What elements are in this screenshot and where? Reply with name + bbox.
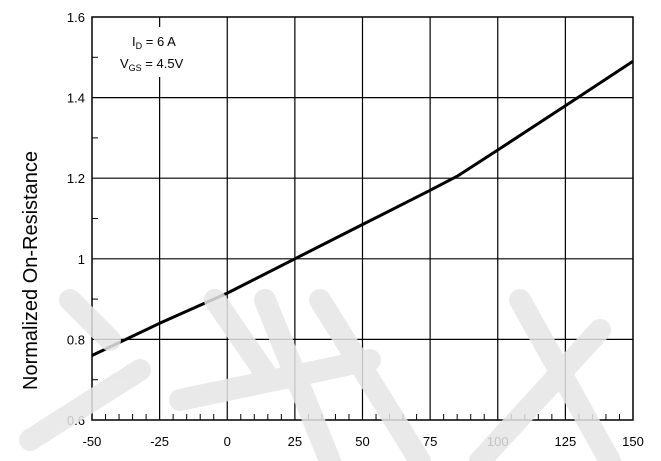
y-axis-label: Normalized On-Resistance	[20, 151, 42, 390]
x-tick-label: -25	[150, 434, 169, 449]
x-tick-labels: -50 -25 0 25 50 75 100 125 150	[83, 434, 644, 449]
x-tick-label: 50	[355, 434, 369, 449]
x-tick-label: 0	[224, 434, 231, 449]
x-tick-label: 100	[487, 434, 509, 449]
x-tick-label: 125	[555, 434, 577, 449]
x-tick-label: 25	[288, 434, 302, 449]
y-tick-label: 0.8	[67, 332, 85, 347]
x-tick-label: 150	[622, 434, 644, 449]
series-layer	[91, 60, 634, 357]
y-tick-label: 1.2	[67, 171, 85, 186]
annotation-current: ID = 6 A	[132, 34, 176, 51]
x-tick-label: -50	[83, 434, 102, 449]
y-tick-label: 1.4	[67, 91, 85, 106]
y-tick-label: 1	[78, 252, 85, 267]
y-tick-labels: 0.6 0.8 1 1.2 1.4 1.6	[67, 10, 85, 428]
y-tick-label: 1.6	[67, 10, 85, 25]
annotation-box: ID = 6 A VGS = 4.5V	[112, 27, 222, 77]
grid	[92, 17, 633, 420]
y-tick-label: 0.6	[67, 413, 85, 428]
annotation-gate-voltage: VGS = 4.5V	[120, 56, 184, 73]
minor-ticks	[92, 56, 620, 420]
x-tick-label: 75	[423, 434, 437, 449]
series-line	[91, 60, 634, 357]
